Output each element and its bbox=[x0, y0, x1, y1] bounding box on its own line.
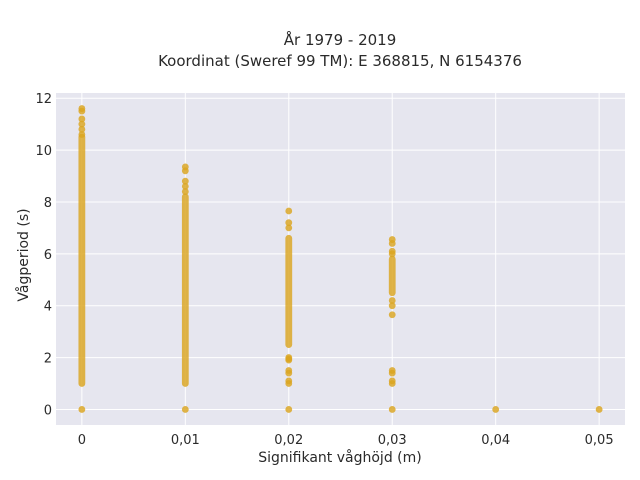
data-point bbox=[285, 224, 293, 232]
y-tick-labels: 0 2 4 6 8 10 12 bbox=[35, 92, 52, 418]
data-point bbox=[492, 406, 500, 413]
data-point bbox=[285, 367, 293, 374]
data-point bbox=[285, 406, 293, 413]
plot-background bbox=[56, 93, 625, 425]
y-tick-label-5: 10 bbox=[35, 144, 52, 159]
data-point-cluster bbox=[388, 255, 396, 297]
x-axis-title: Signifikant våghöjd (m) bbox=[258, 449, 421, 466]
data-point bbox=[78, 131, 86, 138]
data-point bbox=[78, 115, 86, 123]
data-point bbox=[388, 367, 396, 374]
data-point-cluster bbox=[78, 133, 86, 387]
data-point-cluster bbox=[285, 234, 293, 348]
data-point bbox=[388, 297, 396, 304]
x-tick-label-1: 0,01 bbox=[171, 433, 200, 448]
data-point bbox=[78, 125, 86, 133]
data-point bbox=[181, 406, 189, 413]
data-point bbox=[285, 377, 293, 385]
data-point bbox=[285, 207, 293, 215]
x-tick-label-4: 0,04 bbox=[481, 433, 510, 448]
y-tick-label-6: 12 bbox=[35, 92, 52, 107]
x-tick-label-2: 0,02 bbox=[274, 433, 303, 448]
data-point bbox=[78, 120, 86, 128]
y-tick-label-1: 2 bbox=[44, 352, 52, 367]
data-point bbox=[388, 236, 396, 243]
chart-subtitle: Koordinat (Sweref 99 TM): E 368815, N 61… bbox=[158, 52, 522, 70]
data-point bbox=[388, 302, 396, 310]
x-tick-label-3: 0,03 bbox=[378, 433, 407, 448]
data-point bbox=[181, 177, 189, 185]
data-point bbox=[595, 406, 603, 413]
data-point bbox=[181, 188, 189, 195]
data-point-cluster bbox=[181, 193, 189, 387]
y-tick-label-3: 6 bbox=[44, 248, 52, 263]
chart-title: År 1979 - 2019 bbox=[284, 30, 397, 49]
data-points bbox=[78, 105, 603, 413]
data-point bbox=[78, 105, 86, 112]
data-point bbox=[285, 219, 293, 227]
data-point bbox=[78, 406, 86, 413]
x-tick-label-5: 0,05 bbox=[585, 433, 614, 448]
data-point bbox=[181, 163, 189, 171]
y-tick-label-0: 0 bbox=[44, 403, 52, 418]
y-tick-label-4: 8 bbox=[44, 196, 52, 211]
data-point bbox=[388, 377, 396, 385]
grid-lines bbox=[56, 93, 625, 425]
data-point bbox=[388, 247, 396, 255]
data-point bbox=[388, 311, 396, 319]
y-axis-title: Vågperiod (s) bbox=[15, 208, 32, 301]
y-tick-label-2: 4 bbox=[44, 300, 52, 315]
x-tick-label-0: 0 bbox=[78, 433, 86, 448]
x-tick-labels: 0 0,01 0,02 0,03 0,04 0,05 bbox=[78, 433, 614, 448]
data-point bbox=[388, 406, 396, 413]
data-point bbox=[181, 182, 189, 190]
data-point bbox=[285, 354, 293, 361]
